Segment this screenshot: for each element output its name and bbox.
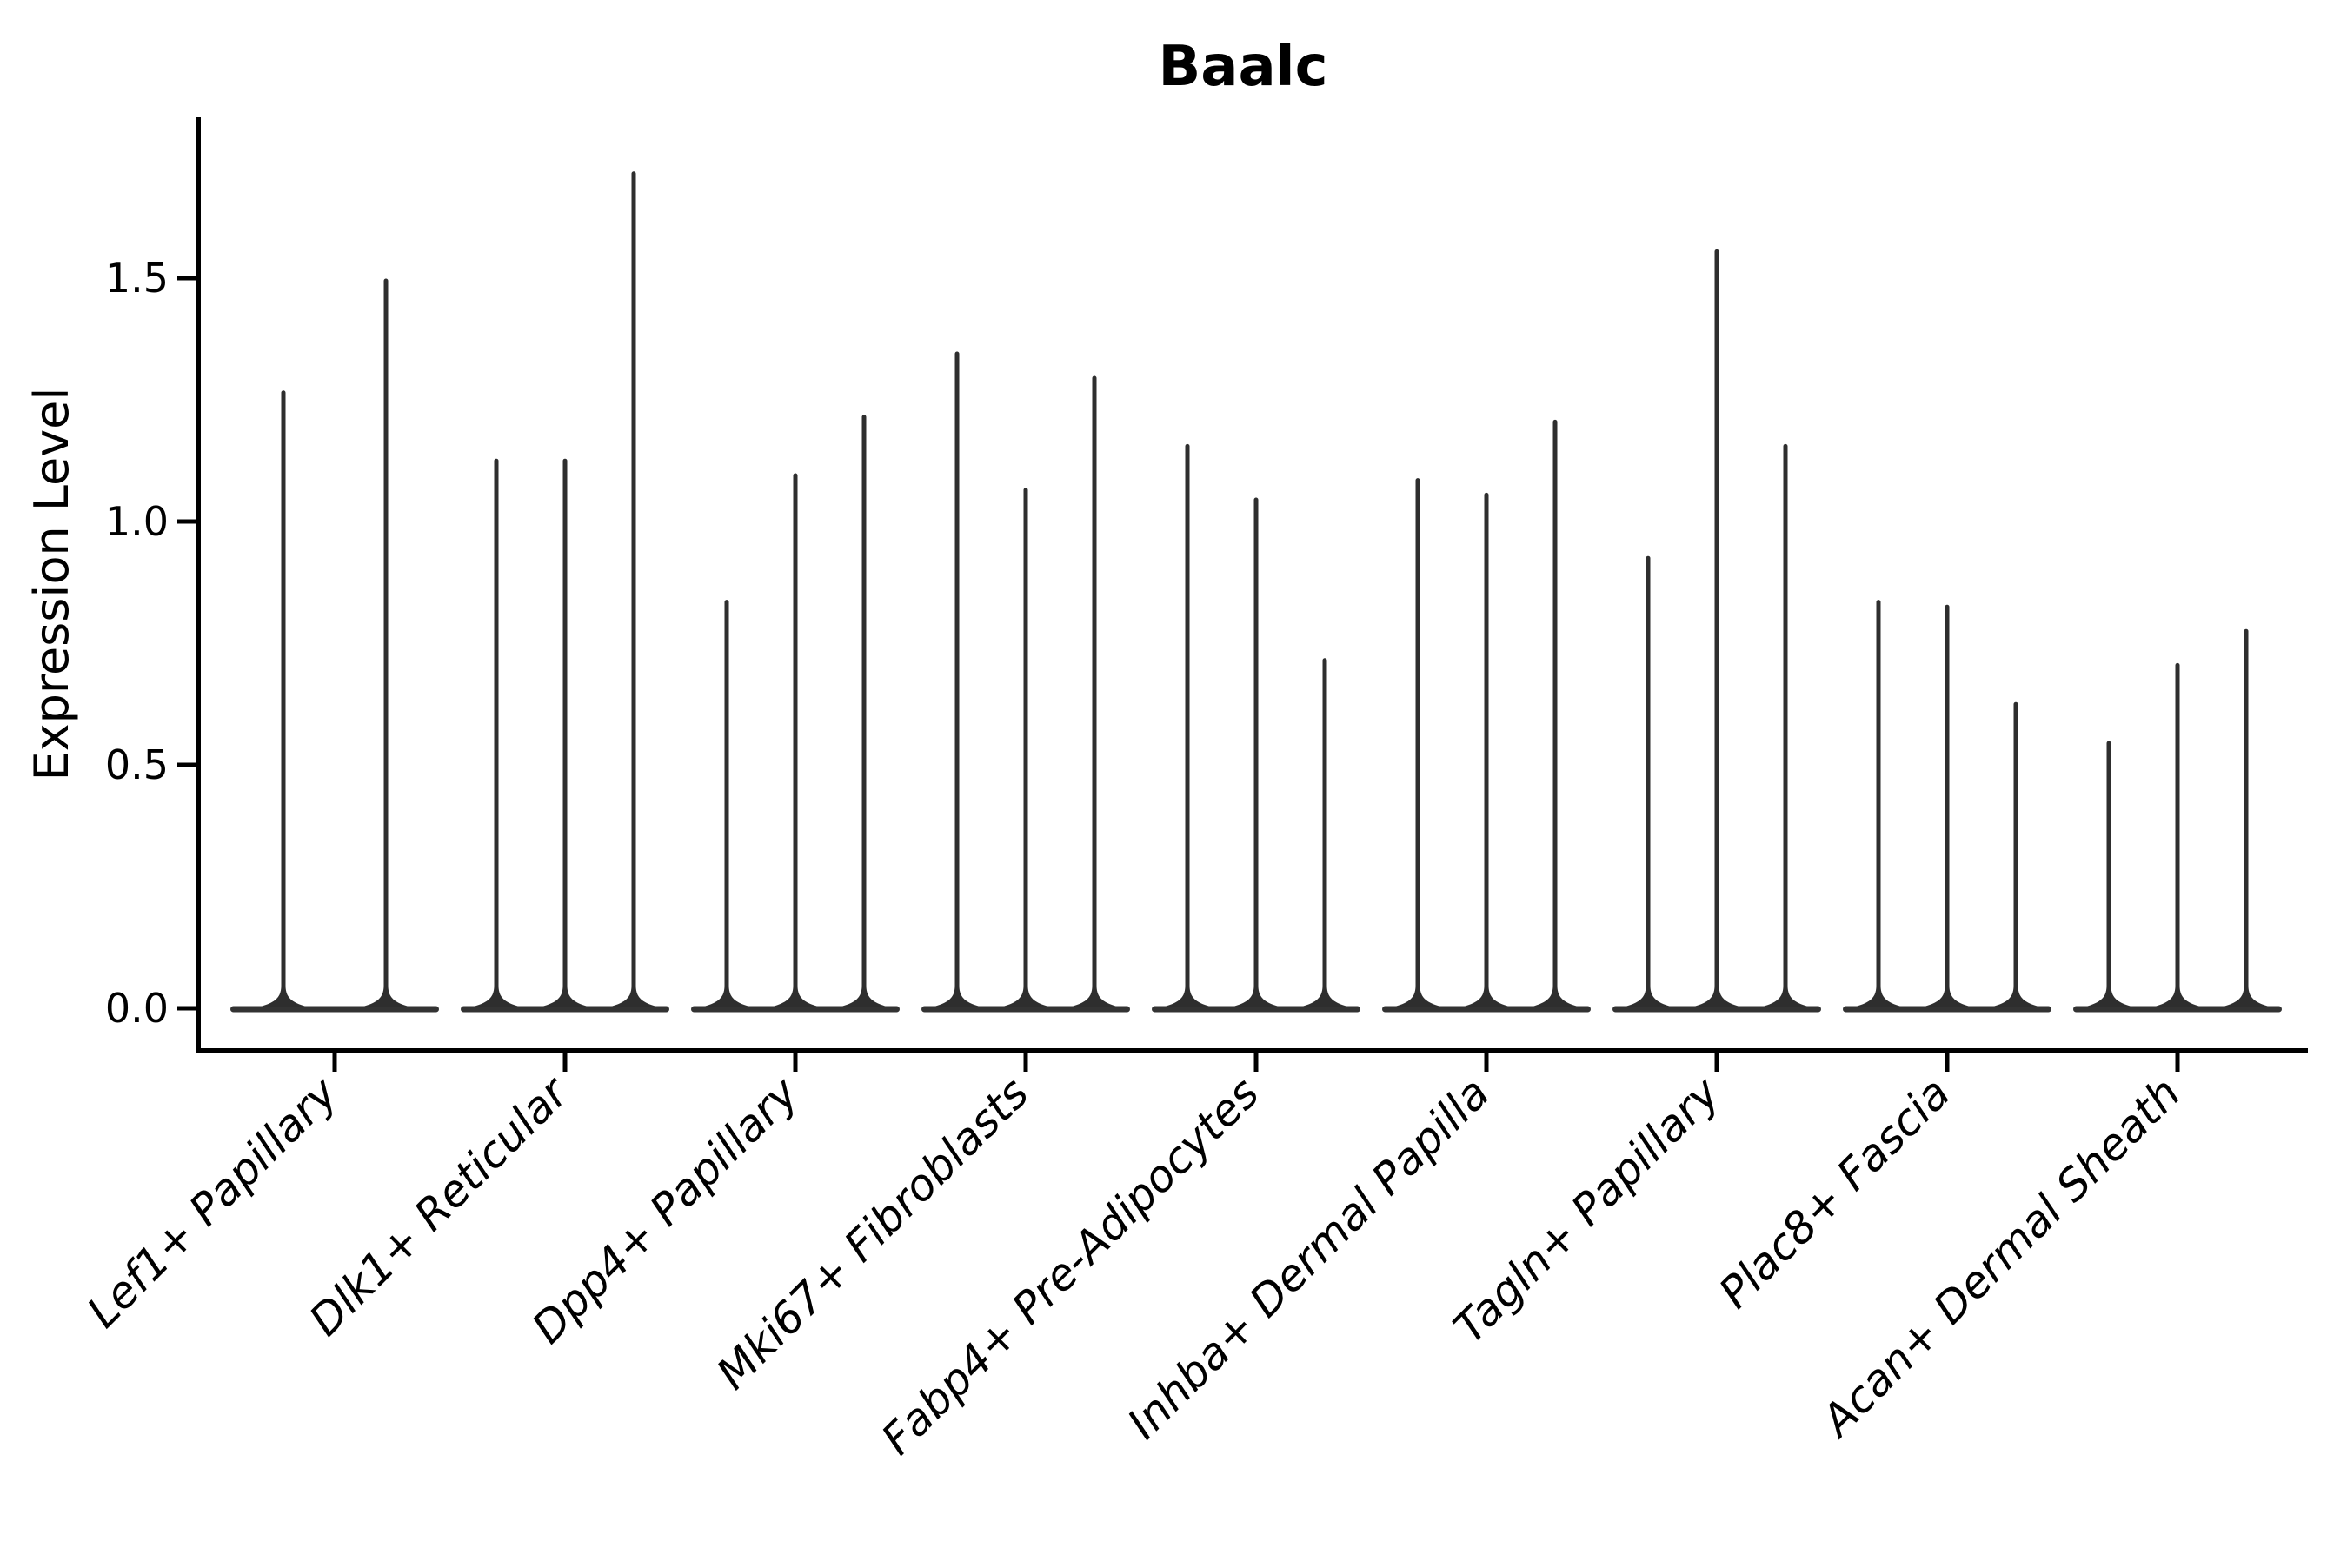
violin-base-flare xyxy=(1299,986,1351,1007)
x-tick-label: Fabp4+ Pre-Adipocytes xyxy=(872,1067,1269,1465)
violin-base-flare xyxy=(470,986,522,1007)
violin-base-flare xyxy=(1161,986,1213,1007)
violin-base-flare xyxy=(838,986,890,1007)
violin-base-flare xyxy=(608,986,660,1007)
violin-base-flare xyxy=(539,986,591,1007)
violin-baseline-strip xyxy=(2073,1006,2282,1013)
y-tick-label: 1.5 xyxy=(105,255,169,302)
violin-baseline-strip xyxy=(1843,1006,2051,1013)
y-tick-label: 0.0 xyxy=(105,985,169,1032)
violin-base-flare xyxy=(2220,986,2272,1007)
violin-baseline-strip xyxy=(1612,1006,1821,1013)
violin-base-flare xyxy=(2151,986,2204,1007)
y-axis-label: Expression Level xyxy=(24,388,79,781)
violin-base-flare xyxy=(1529,986,1581,1007)
violin-baseline-strip xyxy=(1152,1006,1360,1013)
y-axis-ticks: 0.0 0.5 1.0 1.5 xyxy=(105,255,198,1032)
violin-spikes xyxy=(257,171,2272,1007)
violin-base-flare xyxy=(1392,986,1444,1007)
violin-base-flare xyxy=(1852,986,1905,1007)
violin-baseline-strip xyxy=(230,1006,439,1013)
violin-base-flare xyxy=(931,986,983,1007)
y-tick-label: 0.5 xyxy=(105,741,169,788)
violin-baseline-strip xyxy=(1382,1006,1591,1013)
x-tick-label: Plac8+ Fascia xyxy=(1710,1067,1960,1318)
violin-baseline-strip xyxy=(691,1006,900,1013)
violin-base-flare xyxy=(1759,986,1812,1007)
violin-base-flare xyxy=(701,986,753,1007)
violin-base-flare xyxy=(360,986,412,1007)
violin-base-flare xyxy=(1691,986,1743,1007)
y-tick-label: 1.0 xyxy=(105,498,169,545)
violin-base-flare xyxy=(1230,986,1282,1007)
violin-base-flare xyxy=(2083,986,2135,1007)
violin-base-flare xyxy=(1068,986,1120,1007)
chart-title: Baalc xyxy=(1158,35,1327,99)
violin-base-flare xyxy=(1460,986,1513,1007)
violin-base-flare xyxy=(1000,986,1052,1007)
violin-base-flare xyxy=(769,986,821,1007)
violin-baseline-strips xyxy=(230,1006,2282,1013)
x-tick-label: Lef1+ Papillary xyxy=(77,1066,348,1337)
violin-base-flare xyxy=(257,986,309,1007)
violin-baseline-strip xyxy=(461,1006,669,1013)
axes xyxy=(196,117,2308,1053)
violin-base-flare xyxy=(1990,986,2042,1007)
violin-base-flare xyxy=(1921,986,1973,1007)
violin-baseline-strip xyxy=(921,1006,1130,1013)
violin-base-flare xyxy=(1622,986,1674,1007)
